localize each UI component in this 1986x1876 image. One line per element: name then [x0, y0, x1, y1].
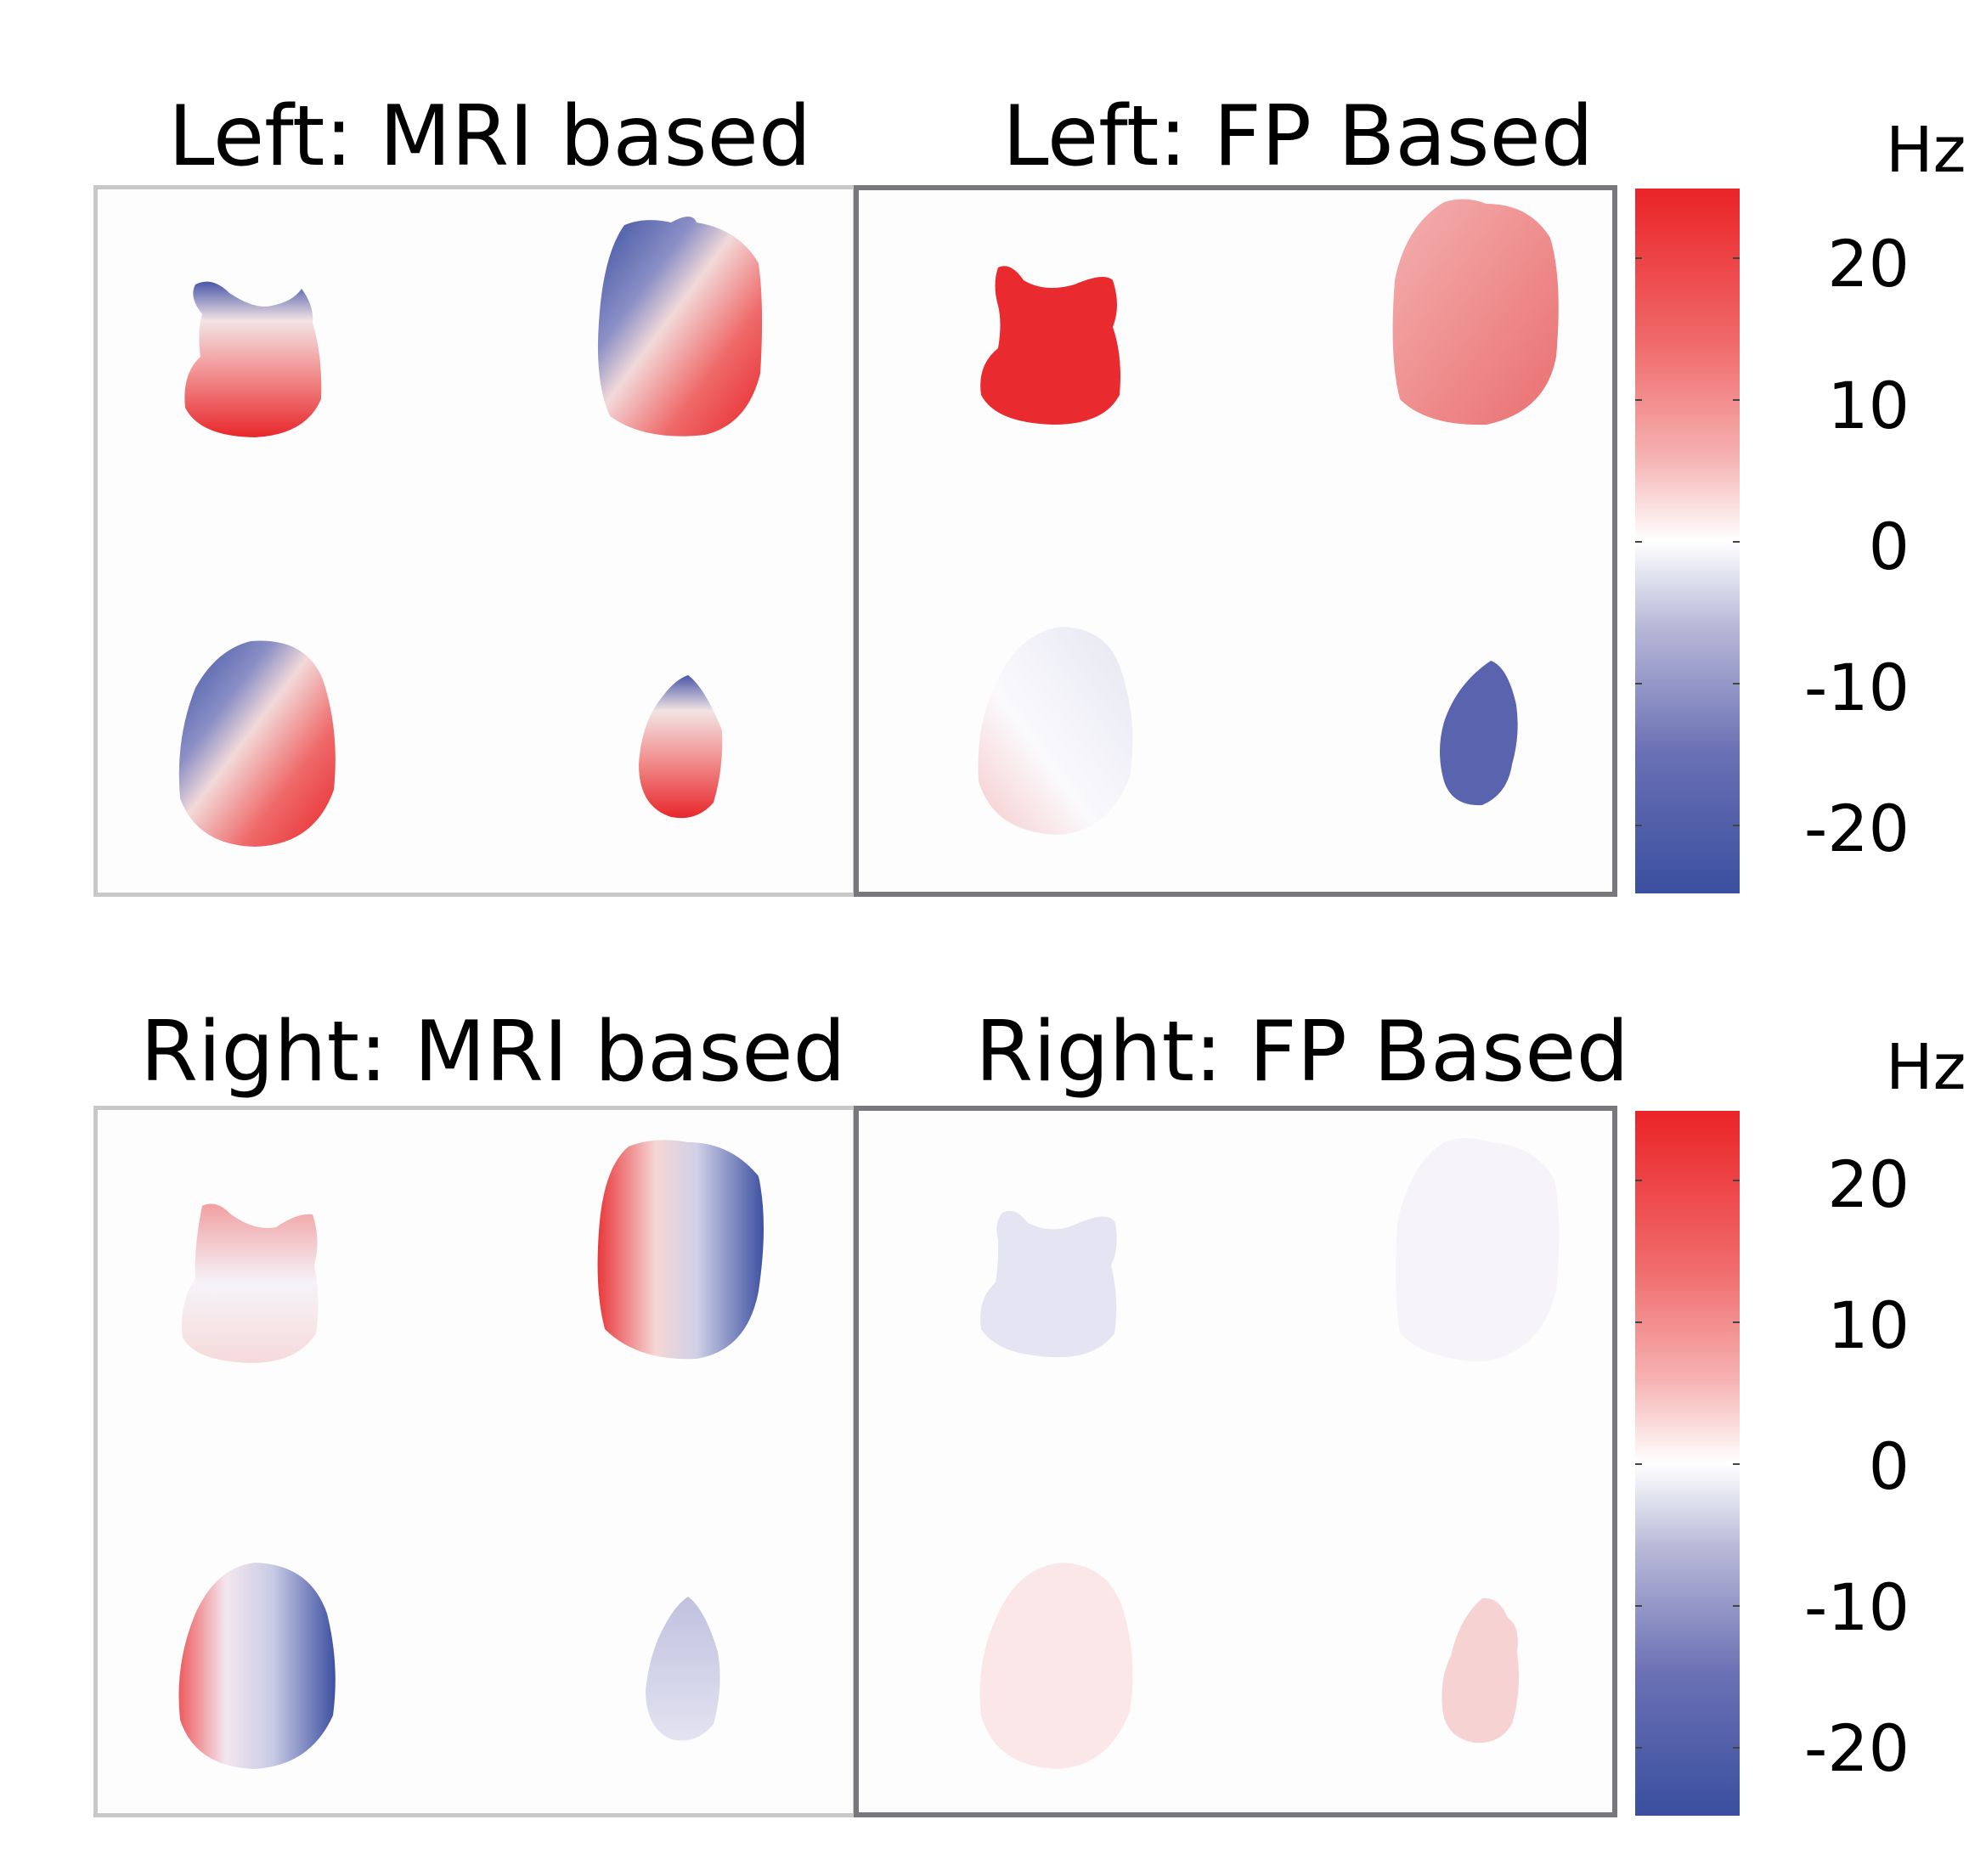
bottom-tick-20: 20 [1827, 1146, 1910, 1222]
top-tick-neg20: -20 [1803, 791, 1910, 866]
bottom-mri-slice-coronal-small [646, 1597, 720, 1741]
top-fp-slice-axial-large [1392, 199, 1559, 425]
bottom-tick-neg10: -10 [1803, 1569, 1910, 1645]
bottom-tick-0: 0 [1868, 1428, 1910, 1504]
top-unit-label: Hz [1886, 114, 1966, 187]
top-mri-title: Left: MRI based [168, 88, 812, 185]
top-fp-slice-coronal-small [1440, 661, 1518, 806]
bottom-mri-slice-axial-small [182, 1203, 319, 1363]
top-mri-slice-coronal-large [178, 640, 336, 847]
bottom-fp-slice-axial-small [980, 1210, 1117, 1358]
top-tick-neg10: -10 [1803, 650, 1910, 725]
top-mri-slice-axial-large [597, 217, 763, 437]
top-mri-slice-axial-small [184, 281, 322, 437]
bottom-mri-title: Right: MRI based [140, 1004, 846, 1101]
top-fp-title: Left: FP Based [1002, 88, 1594, 185]
bottom-fp-slice-coronal-small [1442, 1597, 1519, 1744]
top-tick-10: 10 [1827, 368, 1910, 443]
bottom-fp-slice-coronal-large [979, 1563, 1133, 1769]
bottom-tick-neg20: -20 [1803, 1710, 1910, 1786]
bottom-mri-slice-axial-large [597, 1140, 764, 1360]
bottom-tick-10: 10 [1827, 1287, 1910, 1363]
top-colorbar [1635, 189, 1740, 893]
top-tick-20: 20 [1827, 226, 1910, 301]
top-tick-0: 0 [1868, 509, 1910, 584]
top-fp-slice-coronal-large [978, 627, 1133, 835]
bottom-unit-label: Hz [1886, 1031, 1966, 1104]
bottom-colorbar [1635, 1111, 1740, 1816]
top-mri-slice-coronal-small [639, 675, 723, 819]
bottom-mri-slice-coronal-large [178, 1563, 336, 1769]
bottom-fp-slice-axial-large [1396, 1138, 1560, 1361]
top-fp-slice-axial-small [980, 266, 1120, 425]
bottom-fp-title: Right: FP Based [975, 1004, 1629, 1101]
